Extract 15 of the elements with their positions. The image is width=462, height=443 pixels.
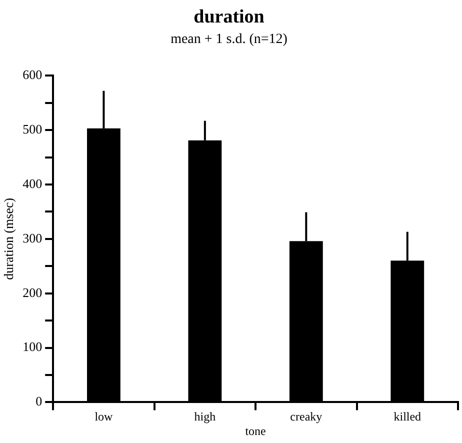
x-axis-title: tone [245, 424, 266, 438]
x-tick-label: killed [394, 410, 422, 424]
y-tick-label: 0 [36, 394, 42, 409]
y-tick-label: 600 [22, 67, 42, 82]
y-tick-label: 500 [22, 121, 42, 136]
y-tick-label: 300 [22, 230, 42, 246]
y-axis-title: duration (msec) [1, 198, 16, 280]
y-tick-label: 200 [22, 284, 42, 300]
x-tick-label: high [194, 410, 216, 424]
chart-title: duration [194, 6, 265, 28]
chart-subtitle: mean + 1 s.d. (n=12) [170, 32, 288, 47]
x-tick-label: creaky [290, 410, 322, 424]
y-tick-label: 400 [22, 176, 42, 191]
y-tick-label: 100 [22, 339, 42, 354]
x-tick-label: low [94, 410, 114, 424]
